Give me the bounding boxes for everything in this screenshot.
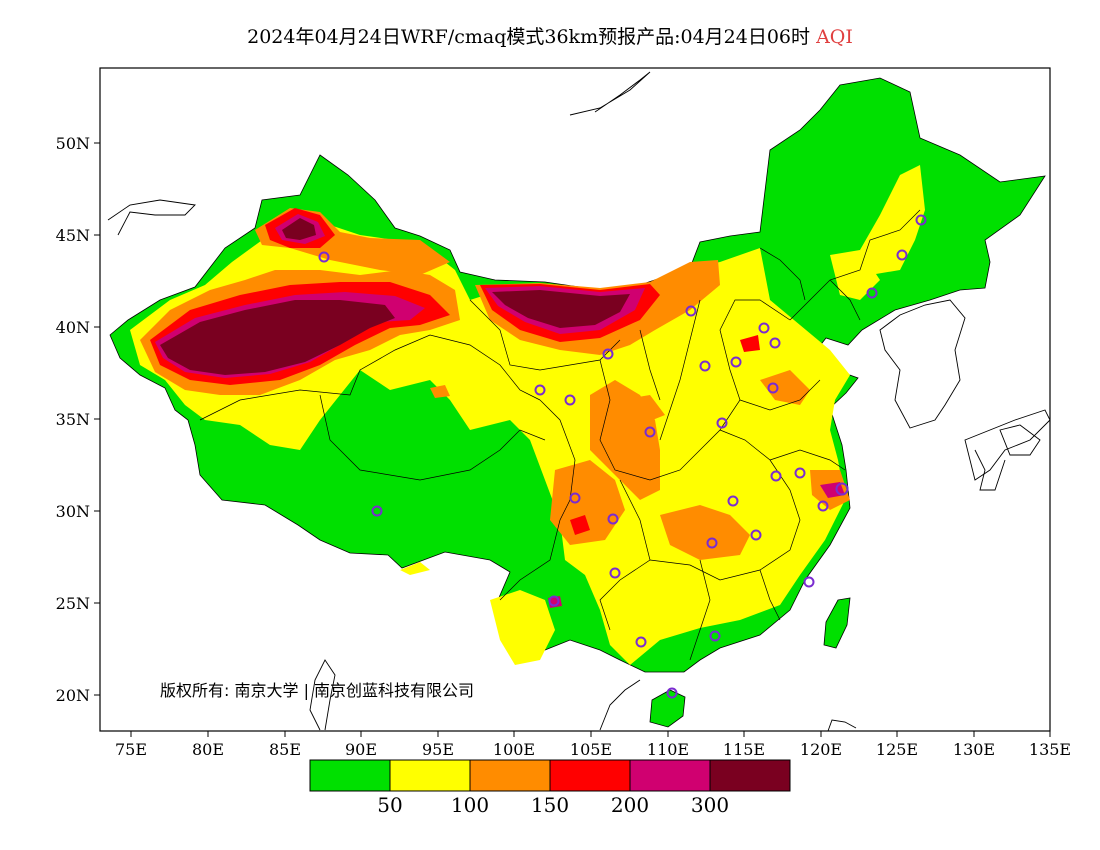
y-tick-label: 40N — [56, 318, 90, 337]
station-markers — [318, 214, 927, 699]
station-marker — [769, 337, 781, 349]
station-marker — [709, 630, 721, 642]
map-border — [99, 67, 1051, 732]
x-tick-label: 100E — [493, 740, 535, 759]
station-marker — [666, 687, 678, 699]
x-axis-ticks — [130, 731, 1051, 737]
station-marker — [371, 505, 383, 517]
map-title-variable: AQI — [816, 26, 853, 48]
y-tick-label: 25N — [56, 594, 90, 613]
legend-label: 150 — [531, 793, 569, 817]
x-tick-label: 90E — [345, 740, 377, 759]
x-tick-label: 80E — [192, 740, 224, 759]
legend-swatch-usg — [469, 759, 551, 792]
x-tick-label: 135E — [1029, 740, 1071, 759]
y-tick-label: 45N — [56, 226, 90, 245]
legend-label: 200 — [611, 793, 649, 817]
legend-label: 50 — [377, 793, 402, 817]
station-marker — [866, 287, 878, 299]
x-tick-label: 105E — [570, 740, 612, 759]
station-marker — [609, 567, 621, 579]
station-marker — [564, 394, 576, 406]
aqi-hazardous-zones — [160, 218, 630, 375]
y-axis-labels: 50N 45N 40N 35N 30N 25N 20N — [56, 134, 90, 705]
station-marker — [803, 576, 815, 588]
legend-swatch-good — [309, 759, 391, 792]
station-marker — [750, 529, 762, 541]
station-marker — [569, 492, 581, 504]
x-tick-label: 85E — [269, 740, 301, 759]
station-marker — [817, 500, 829, 512]
legend-swatch-hazardous — [709, 759, 791, 792]
station-marker — [835, 482, 849, 496]
legend-label: 300 — [691, 793, 729, 817]
station-marker — [318, 251, 330, 263]
y-tick-label: 35N — [56, 410, 90, 429]
station-marker — [607, 513, 619, 525]
legend-swatch-moderate — [389, 759, 471, 792]
station-marker — [794, 467, 806, 479]
map-title: 2024年04月24日WRF/cmaq模式36km预报产品:04月24日06时 … — [0, 22, 1100, 49]
station-marker — [770, 470, 782, 482]
legend-swatch-unhealthy — [549, 759, 631, 792]
x-tick-label: 120E — [800, 740, 842, 759]
x-axis-labels: 75E 80E 85E 90E 95E 100E 105E 110E 115E … — [115, 740, 1071, 759]
legend-swatch-very-unhealthy — [629, 759, 711, 792]
x-tick-label: 115E — [723, 740, 765, 759]
y-axis-ticks — [94, 142, 100, 696]
x-tick-label: 125E — [876, 740, 918, 759]
x-tick-label: 75E — [115, 740, 147, 759]
station-marker — [699, 360, 711, 372]
station-marker — [730, 356, 742, 368]
station-marker — [706, 537, 718, 549]
station-marker — [602, 348, 614, 360]
station-marker — [685, 305, 697, 317]
station-marker — [635, 636, 647, 648]
map-title-main: 2024年04月24日WRF/cmaq模式36km预报产品:04月24日06时 — [247, 26, 811, 48]
x-tick-label: 130E — [953, 740, 995, 759]
y-tick-label: 50N — [56, 134, 90, 153]
station-marker — [767, 382, 779, 394]
y-tick-label: 30N — [56, 502, 90, 521]
taiwan-island — [823, 597, 851, 649]
copyright-text: 版权所有: 南京大学 | 南京创蓝科技有限公司 — [160, 681, 474, 700]
hainan-island — [649, 689, 686, 728]
neighbour-coastlines — [107, 71, 1051, 732]
station-marker — [716, 417, 728, 429]
station-marker — [758, 322, 770, 334]
y-tick-label: 20N — [56, 686, 90, 705]
x-tick-label: 95E — [422, 740, 454, 759]
station-marker — [915, 214, 927, 226]
province-boundaries — [199, 209, 921, 661]
station-marker — [534, 384, 546, 396]
aqi-legend: 50 100 150 200 300 — [309, 759, 791, 817]
station-marker — [548, 595, 560, 607]
station-marker — [727, 495, 739, 507]
station-marker — [896, 249, 908, 261]
station-marker — [644, 426, 656, 438]
x-tick-label: 110E — [647, 740, 689, 759]
legend-label: 100 — [451, 793, 489, 817]
